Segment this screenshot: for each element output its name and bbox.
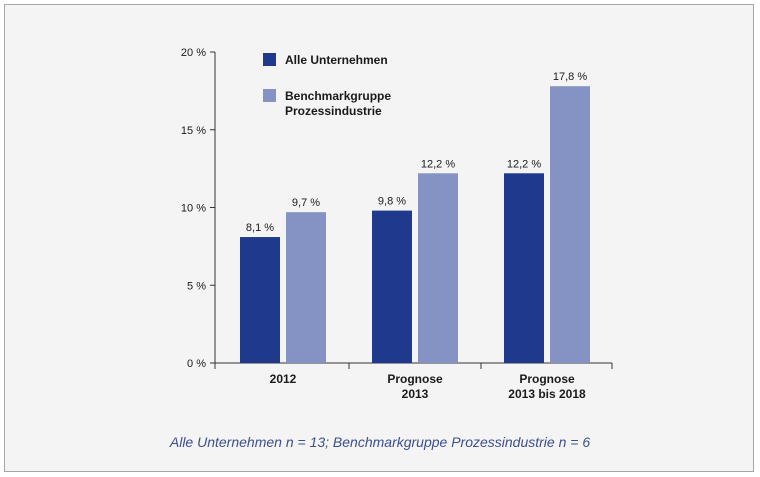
legend-swatch bbox=[263, 53, 276, 66]
data-label: 9,8 % bbox=[378, 196, 406, 208]
chart-legend: Alle Unternehmen BenchmarkgruppeProzessin… bbox=[263, 53, 391, 118]
legend-label: Alle Unternehmen bbox=[285, 53, 388, 67]
data-label: 17,8 % bbox=[553, 71, 587, 83]
y-tick-label: 10 % bbox=[181, 203, 206, 215]
x-tick-label: 2013 bbox=[402, 387, 429, 401]
chart-bars: 8,1 % 9,7 % 9,8 % 12,2 % 12,2 % 17,8 % bbox=[240, 71, 590, 364]
bar bbox=[550, 86, 590, 364]
x-tick-label: 2013 bis 2018 bbox=[508, 387, 586, 401]
legend-label: Prozessindustrie bbox=[285, 104, 382, 118]
x-tick-label: Prognose bbox=[387, 372, 443, 386]
y-tick-label: 0 % bbox=[187, 358, 206, 370]
data-label: 8,1 % bbox=[246, 222, 274, 234]
x-tick-label: Prognose bbox=[519, 372, 575, 386]
bar bbox=[286, 212, 326, 363]
y-tick-label: 20 % bbox=[181, 47, 206, 59]
bar bbox=[240, 237, 280, 363]
bar bbox=[504, 173, 544, 363]
y-tick-label: 15 % bbox=[181, 125, 206, 137]
chart-axes: 0 %5 %10 %15 %20 %2012 Prognose2013Progno… bbox=[181, 47, 613, 401]
legend-label: Benchmarkgruppe bbox=[285, 89, 391, 103]
bar bbox=[372, 210, 412, 363]
data-label: 12,2 % bbox=[507, 158, 541, 170]
data-label: 9,7 % bbox=[292, 197, 320, 209]
data-label: 12,2 % bbox=[421, 158, 455, 170]
legend-swatch bbox=[263, 89, 276, 102]
y-tick-label: 5 % bbox=[187, 280, 206, 292]
x-tick-label: 2012 bbox=[270, 372, 297, 386]
chart-caption: Alle Unternehmen n = 13; Benchmarkgruppe… bbox=[169, 434, 590, 450]
bar bbox=[418, 173, 458, 363]
